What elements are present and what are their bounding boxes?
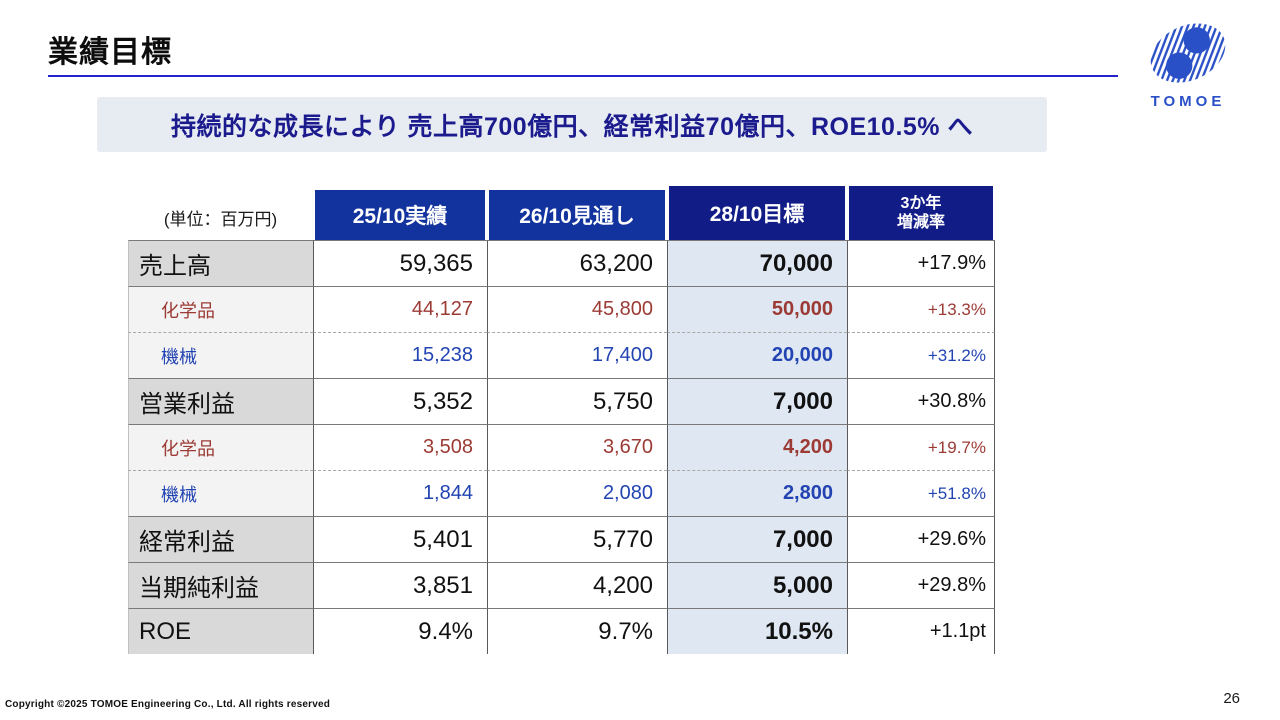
value-cell: 5,352 [313,378,487,424]
value-cell: 7,000 [667,516,847,562]
value-cell: 3,670 [487,424,667,470]
row-label: 機械 [128,332,313,378]
value-cell: +13.3% [847,286,995,332]
value-cell: 3,508 [313,424,487,470]
value-cell: 4,200 [667,424,847,470]
row-label: 化学品 [128,424,313,470]
value-cell: 5,750 [487,378,667,424]
value-cell: +29.6% [847,516,995,562]
value-cell: 44,127 [313,286,487,332]
tomoe-logo-icon [1150,23,1226,83]
value-cell: 2,080 [487,470,667,516]
row-label: 経常利益 [128,516,313,562]
value-cell: 15,238 [313,332,487,378]
value-cell: 4,200 [487,562,667,608]
copyright-footer: Copyright ©2025 TOMOE Engineering Co., L… [5,699,331,710]
row-label: 当期純利益 [128,562,313,608]
row-label: 営業利益 [128,378,313,424]
headline-banner: 持続的な成長により 売上高700億円、経常利益70億円、ROE10.5% へ [97,97,1047,152]
page-title: 業績目標 [48,36,172,69]
column-header-change-rate: 3か年 増減率 [847,186,995,240]
value-cell: 17,400 [487,332,667,378]
value-cell: +31.2% [847,332,995,378]
financial-table: (単位：百万円) 25/10実績 26/10見通し 28/10目標 3か年 増減… [128,186,995,654]
page-number: 26 [1223,690,1240,707]
row-label: 機械 [128,470,313,516]
value-cell: +51.8% [847,470,995,516]
value-cell: 5,000 [667,562,847,608]
row-label: 売上高 [128,240,313,286]
value-cell: +17.9% [847,240,995,286]
row-label: ROE [128,608,313,654]
value-cell: 1,844 [313,470,487,516]
value-cell: 9.4% [313,608,487,654]
value-cell: 70,000 [667,240,847,286]
value-cell: 7,000 [667,378,847,424]
value-cell: 2,800 [667,470,847,516]
value-cell: +29.8% [847,562,995,608]
column-header-actual: 25/10実績 [313,190,487,240]
company-logo: TOMOE [1138,16,1238,110]
row-label: 化学品 [128,286,313,332]
unit-label: (単位：百万円) [163,210,278,229]
title-underline [48,75,1118,77]
column-header-target: 28/10目標 [667,186,847,240]
value-cell: 63,200 [487,240,667,286]
column-header-forecast: 26/10見通し [487,190,667,240]
value-cell: 5,770 [487,516,667,562]
logo-text: TOMOE [1150,93,1226,110]
value-cell: +30.8% [847,378,995,424]
value-cell: 50,000 [667,286,847,332]
value-cell: +19.7% [847,424,995,470]
value-cell: 59,365 [313,240,487,286]
value-cell: 45,800 [487,286,667,332]
value-cell: 20,000 [667,332,847,378]
value-cell: 10.5% [667,608,847,654]
value-cell: 5,401 [313,516,487,562]
value-cell: +1.1pt [847,608,995,654]
value-cell: 9.7% [487,608,667,654]
value-cell: 3,851 [313,562,487,608]
